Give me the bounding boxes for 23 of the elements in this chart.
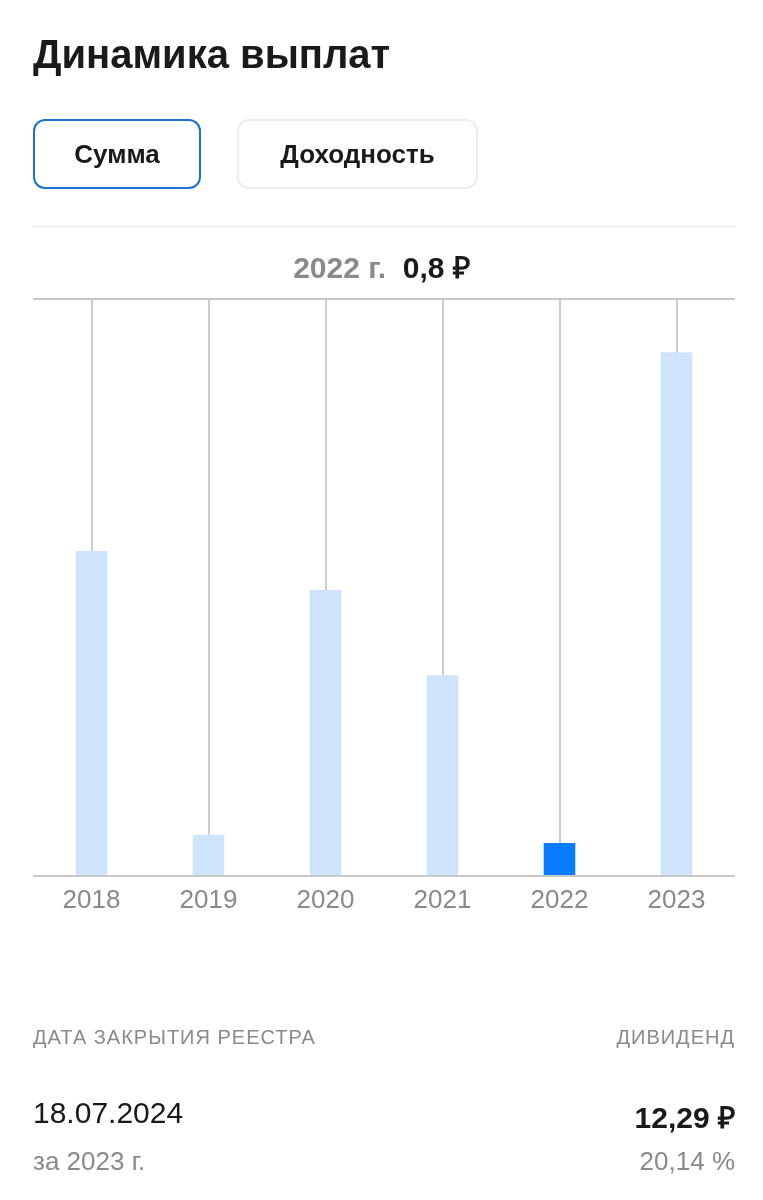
bar <box>309 590 342 875</box>
text: 2022 г. <box>293 251 387 284</box>
text: 0,8 ₽ <box>402 251 470 284</box>
text: 18.07.2024 <box>33 1096 184 1130</box>
text: ДАТА ЗАКРЫТИЯ РЕЕСТРА <box>33 1026 316 1049</box>
x-tick-label: 2023 <box>647 884 706 915</box>
bar <box>75 550 108 875</box>
x-tick-label: 2021 <box>413 884 472 915</box>
bar <box>660 352 693 875</box>
x-tick-label: 2022 <box>530 884 589 915</box>
text: 20,14 % <box>639 1146 735 1177</box>
bar <box>543 843 576 875</box>
text: Сумма <box>33 119 201 189</box>
text: за 2023 г. <box>33 1146 146 1177</box>
x-tick-label: 2019 <box>179 884 238 915</box>
text: 12,29 ₽ <box>634 1100 735 1136</box>
x-tick-label: 2020 <box>296 884 355 915</box>
x-tick-label: 2018 <box>62 884 121 915</box>
bar <box>192 834 225 875</box>
text: Доходность <box>237 119 478 189</box>
chart-title: Динамика выплат <box>33 32 391 77</box>
text: ДИВИДЕНД <box>616 1026 735 1049</box>
bar <box>426 675 459 875</box>
